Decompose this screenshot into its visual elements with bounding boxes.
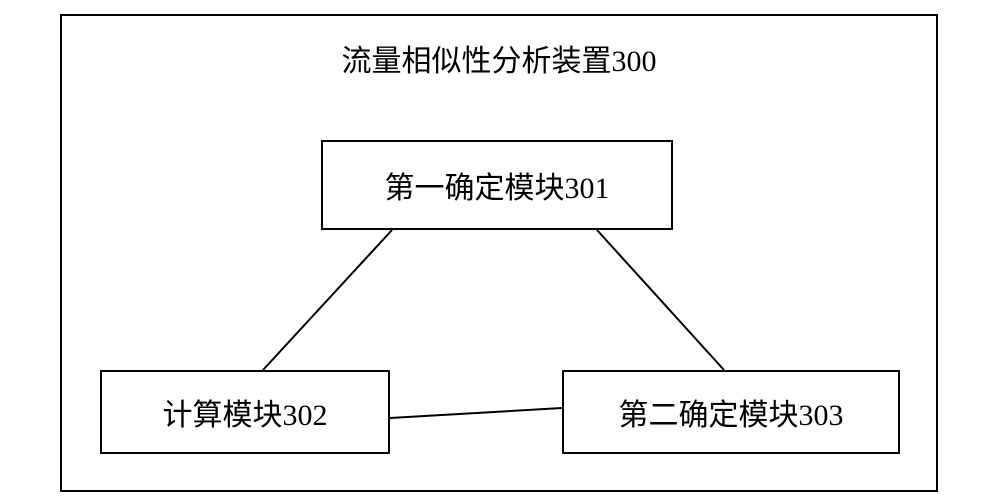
- node-first-determine-label: 第一确定模块301: [385, 163, 610, 207]
- node-compute: 计算模块302: [100, 370, 390, 454]
- node-first-determine: 第一确定模块301: [321, 140, 673, 230]
- device-title: 流量相似性分析装置300: [62, 36, 936, 80]
- node-compute-label: 计算模块302: [163, 390, 328, 434]
- node-second-determine-label: 第二确定模块303: [619, 390, 844, 434]
- node-second-determine: 第二确定模块303: [562, 370, 900, 454]
